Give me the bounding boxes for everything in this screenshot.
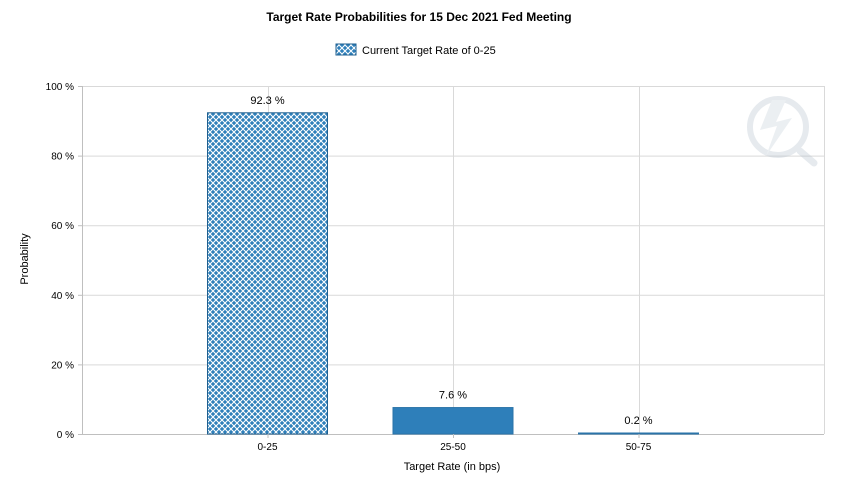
watermark-logo <box>747 96 818 167</box>
data-label: 92.3 % <box>250 95 284 107</box>
y-tick-label: 80 % <box>51 152 74 163</box>
y-tick-label: 20 % <box>51 360 74 371</box>
y-axis-label: Probability <box>19 233 31 285</box>
x-tick-label: 50-75 <box>626 442 652 453</box>
data-label: 0.2 % <box>624 415 652 427</box>
legend-label: Current Target Rate of 0-25 <box>362 45 496 57</box>
x-axis-label: Target Rate (in bps) <box>404 461 501 473</box>
bar-50-75 <box>578 432 699 435</box>
y-tick-label: 100 % <box>46 82 74 93</box>
grid <box>82 86 825 435</box>
legend-swatch <box>335 43 357 56</box>
y-tick-label: 60 % <box>51 221 74 232</box>
bar-25-50 <box>392 407 514 435</box>
data-label: 7.6 % <box>439 390 467 402</box>
y-axis-ticks: 0 % 20 % 40 % 60 % 80 % 100 % <box>46 82 82 441</box>
y-tick-label: 0 % <box>57 430 74 441</box>
bars <box>207 112 699 435</box>
x-tick-label: 0-25 <box>257 442 277 453</box>
x-axis-ticks: 0-25 25-50 50-75 <box>257 434 652 453</box>
y-tick-label: 40 % <box>51 291 74 302</box>
legend: Current Target Rate of 0-25 <box>335 43 496 57</box>
chart-title: Target Rate Probabilities for 15 Dec 202… <box>266 10 571 24</box>
bar-0-25 <box>207 112 328 435</box>
data-labels: 92.3 % 7.6 % 0.2 % <box>250 95 652 427</box>
x-tick-label: 25-50 <box>440 442 466 453</box>
